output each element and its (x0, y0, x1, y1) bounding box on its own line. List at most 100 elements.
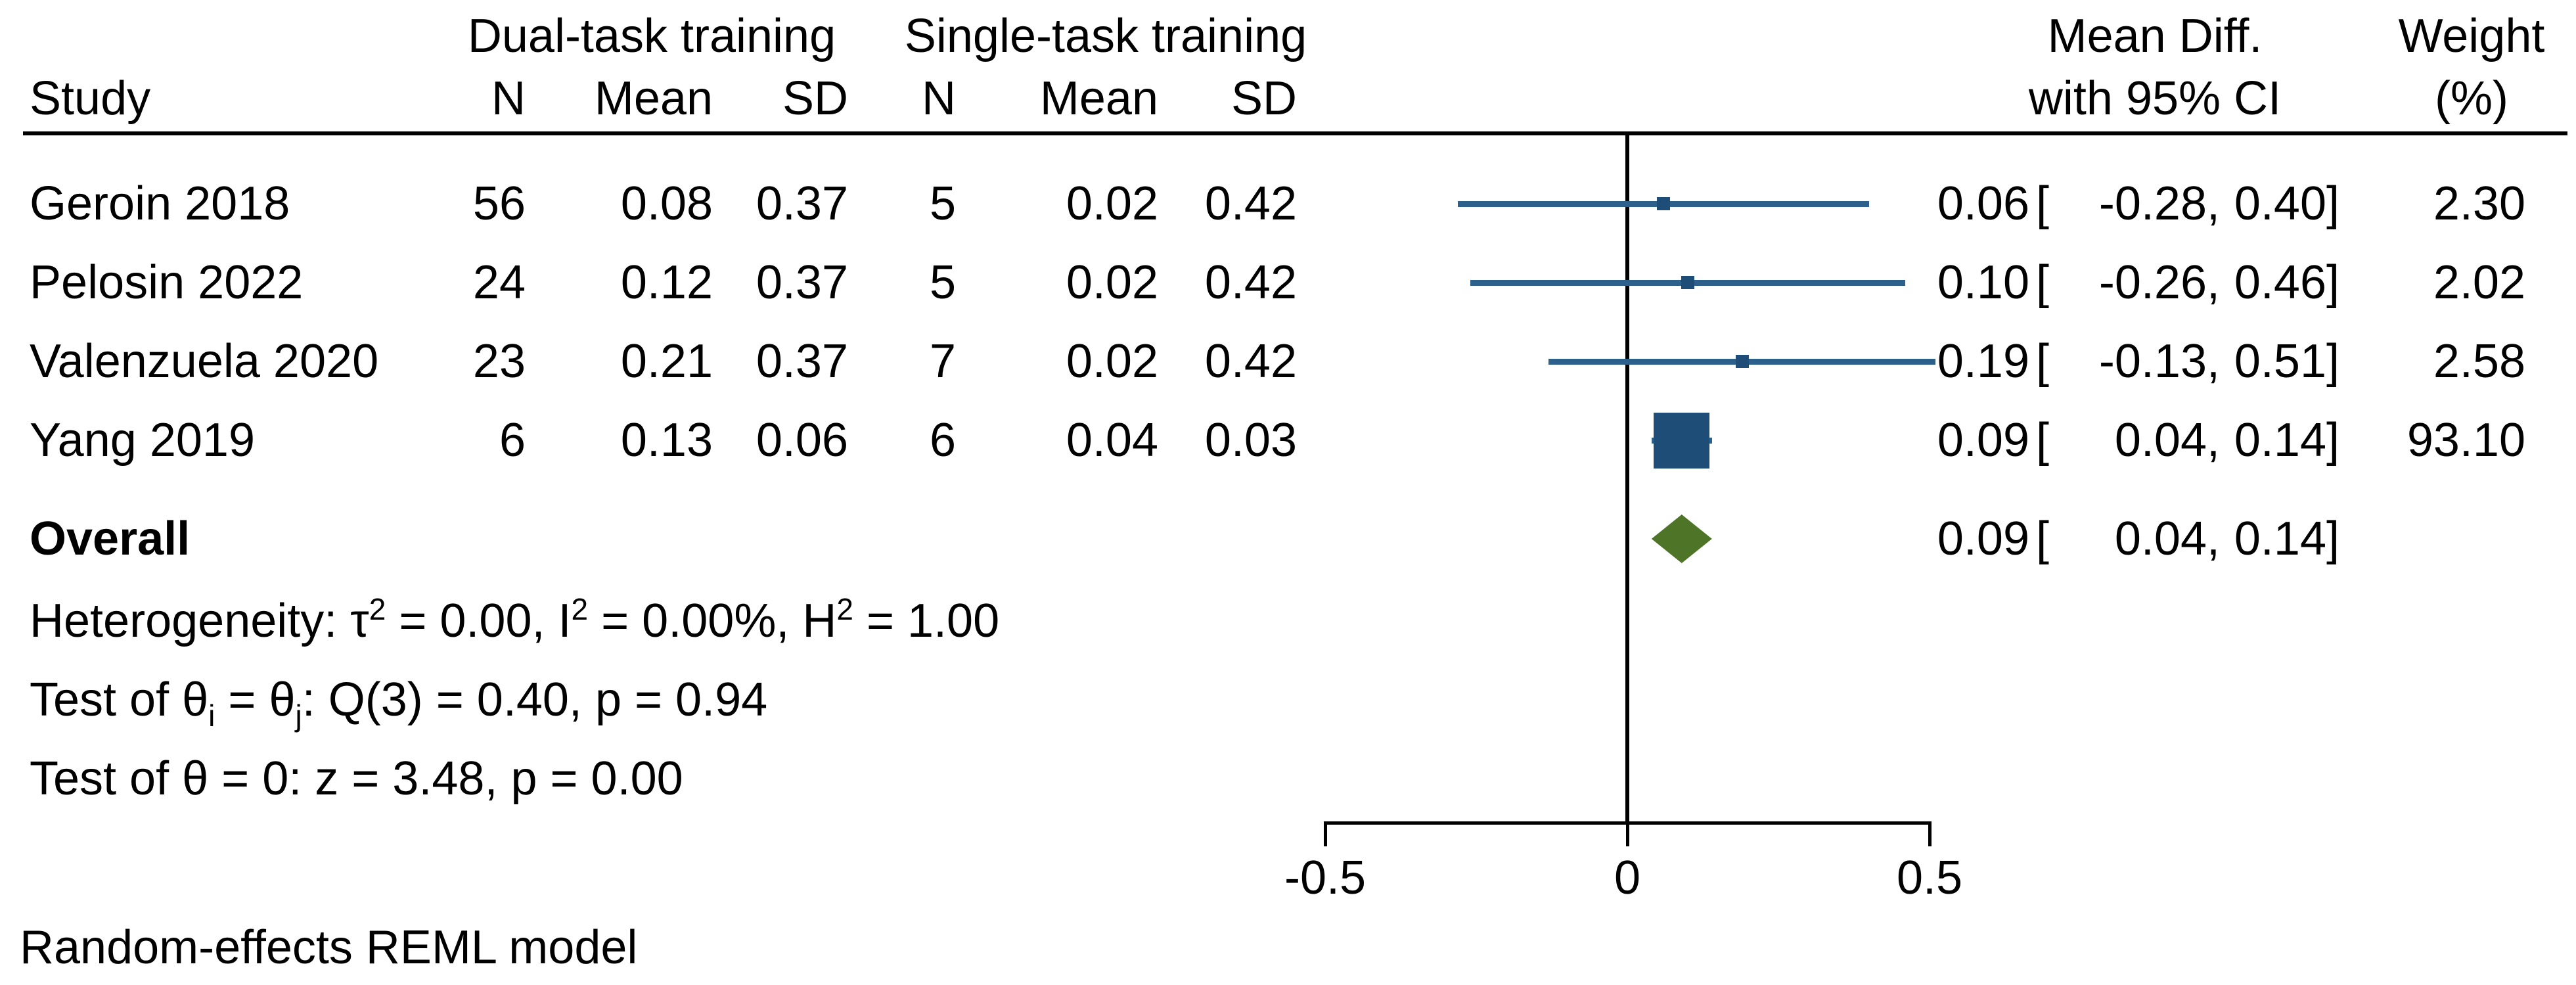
effect-header-line1: Mean Diff. (2047, 10, 2263, 62)
ci-text-part: 0.14 (2234, 513, 2326, 565)
single-n: 7 (929, 335, 956, 388)
x-axis-tick-label: 0 (1614, 852, 1641, 904)
ci-text-part: 0.40 (2234, 177, 2326, 230)
group2-mean-header: Mean (1039, 72, 1158, 125)
stats-text-segment: = 1.00 (853, 595, 1000, 647)
ci-text-part: , (2207, 335, 2221, 388)
group2-sd-header: SD (1231, 72, 1297, 125)
ci-text-part: [ (2035, 177, 2049, 230)
stats-text-segment: 2 (369, 592, 386, 626)
ci-text-part: 0.19 (1937, 335, 2029, 388)
dual-n: 6 (499, 414, 526, 467)
study-name: Valenzuela 2020 (30, 335, 379, 388)
ci-text-part: 0.14 (2234, 414, 2326, 467)
study-name: Pelosin 2022 (30, 256, 304, 309)
zero-reference-line (1625, 135, 1629, 821)
single-mean: 0.04 (1066, 414, 1158, 467)
ci-text-part: 0.09 (1937, 513, 2029, 565)
stats-text-segment: = θ (215, 674, 296, 726)
dual-mean: 0.21 (620, 335, 713, 388)
single-n: 6 (929, 414, 956, 467)
stats-text-segment: = 0.00%, H (588, 595, 837, 647)
ci-text-part: ] (2326, 513, 2340, 565)
group1-mean-header: Mean (594, 72, 713, 125)
x-axis-tick-label: -0.5 (1284, 852, 1367, 904)
ci-text-part: , (2207, 414, 2221, 467)
weight-value: 2.02 (2433, 256, 2525, 309)
dual-sd: 0.06 (756, 414, 848, 467)
ci-text-part: ] (2326, 414, 2340, 467)
weight-value: 2.30 (2433, 177, 2525, 230)
model-note: Random-effects REML model (20, 921, 638, 974)
test-q-stats: Test of θi = θj: Q(3) = 0.40, p = 0.94 (30, 674, 768, 731)
effect-ci-text: 0.19[-0.13, 0.51] (1918, 338, 2346, 385)
effect-header-line2: with 95% CI (2028, 72, 2282, 125)
x-axis-tick (1626, 821, 1629, 846)
group1-title: Dual-task training (467, 10, 836, 62)
effect-ci-text: 0.09[0.04, 0.14] (1918, 417, 2346, 464)
group2-title: Single-task training (904, 10, 1307, 62)
single-sd: 0.42 (1204, 335, 1297, 388)
dual-mean: 0.08 (620, 177, 713, 230)
group2-n-header: N (922, 72, 956, 125)
stats-text-segment: Heterogeneity: τ (30, 595, 369, 647)
ci-text-part: 0.09 (1937, 414, 2029, 467)
effect-marker (1654, 412, 1710, 469)
ci-text-part: 0.10 (1937, 256, 2029, 309)
study-column-header: Study (30, 72, 151, 125)
single-mean: 0.02 (1066, 256, 1158, 309)
stats-text-segment: 2 (571, 592, 589, 626)
effect-ci-text: 0.06[-0.28, 0.40] (1918, 180, 2346, 227)
effect-marker (1735, 355, 1749, 368)
stats-text-segment: 2 (836, 592, 853, 626)
dual-n: 56 (472, 177, 526, 230)
ci-text-part: -0.28 (2098, 177, 2207, 230)
ci-text-part: , (2207, 256, 2221, 309)
heterogeneity-stats: Heterogeneity: τ2 = 0.00, I2 = 0.00%, H2… (30, 594, 1000, 647)
stats-text-segment: : Q(3) = 0.40, p = 0.94 (302, 674, 768, 726)
x-axis-tick (1324, 821, 1327, 846)
stats-text-segment: = 0.00, I (386, 595, 572, 647)
ci-text-part: 0.06 (1937, 177, 2029, 230)
ci-text-part: 0.46 (2234, 256, 2326, 309)
overall-ci-text: 0.09[0.04, 0.14] (1918, 515, 2346, 562)
dual-sd: 0.37 (756, 335, 848, 388)
ci-text-part: 0.04 (2114, 513, 2207, 565)
stats-text-segment: Test of θ (30, 674, 209, 726)
ci-text-part: , (2207, 513, 2221, 565)
effect-ci-text: 0.10[ -0.26, 0.46] (1918, 259, 2346, 306)
single-mean: 0.02 (1066, 177, 1158, 230)
stats-text-segment: Test of θ = 0: z = 3.48, p = 0.00 (30, 752, 683, 805)
single-sd: 0.03 (1204, 414, 1297, 467)
dual-mean: 0.12 (620, 256, 713, 309)
x-axis-tick (1928, 821, 1932, 846)
weight-header-line1: Weight (2398, 10, 2545, 62)
study-name: Yang 2019 (30, 414, 255, 467)
dual-mean: 0.13 (620, 414, 713, 467)
weight-value: 93.10 (2407, 414, 2525, 467)
ci-text-part: -0.13 (2098, 335, 2207, 388)
single-sd: 0.42 (1204, 256, 1297, 309)
ci-text-part: -0.26 (2098, 256, 2207, 309)
ci-text-part: [ (2035, 256, 2049, 309)
dual-sd: 0.37 (756, 177, 848, 230)
weight-header-line2: (%) (2435, 72, 2508, 125)
ci-text-part: [ (2035, 414, 2049, 467)
effect-marker (1681, 276, 1694, 289)
ci-text-part: 0.51 (2234, 335, 2326, 388)
single-sd: 0.42 (1204, 177, 1297, 230)
single-mean: 0.02 (1066, 335, 1158, 388)
study-name: Geroin 2018 (30, 177, 290, 230)
ci-text-part: ] (2326, 256, 2340, 309)
ci-text-part: [ (2035, 335, 2049, 388)
test-z-stats: Test of θ = 0: z = 3.48, p = 0.00 (30, 755, 683, 802)
group1-n-header: N (491, 72, 526, 125)
stats-text-segment: i (208, 699, 215, 733)
dual-sd: 0.37 (756, 256, 848, 309)
ci-text-part: , (2207, 177, 2221, 230)
group1-sd-header: SD (782, 72, 848, 125)
dual-n: 23 (472, 335, 526, 388)
